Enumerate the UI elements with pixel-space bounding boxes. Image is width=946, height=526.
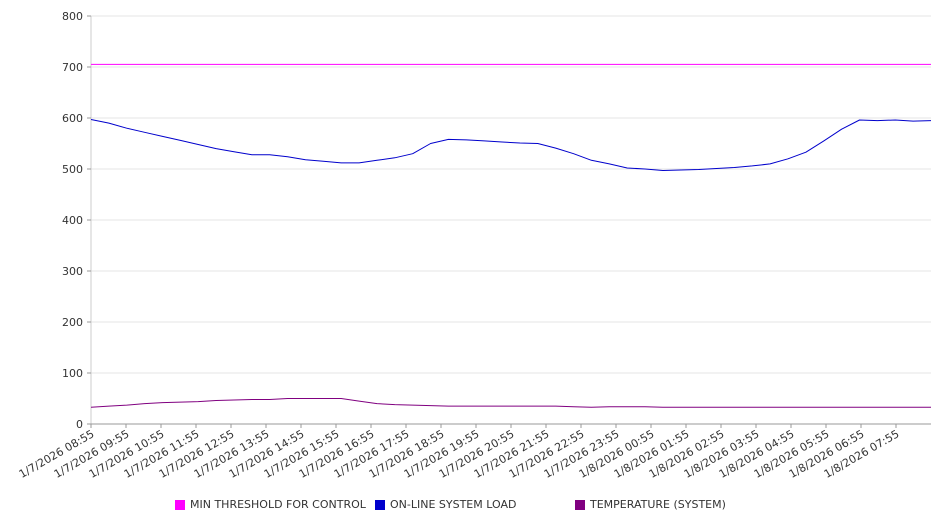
y-tick-label: 100 <box>62 367 83 380</box>
grid-lines <box>91 15 931 374</box>
legend-item-system-load[interactable]: ON-LINE SYSTEM LOAD <box>375 498 516 511</box>
legend-label-system-load: ON-LINE SYSTEM LOAD <box>390 498 517 511</box>
y-tick-label: 400 <box>62 214 83 227</box>
y-tick-label: 0 <box>76 418 83 431</box>
y-tick-label: 800 <box>62 10 83 23</box>
legend-swatch-temperature <box>575 499 585 510</box>
legend: MIN THRESHOLD FOR CONTROL ON-LINE SYSTEM… <box>0 498 946 514</box>
legend-swatch-min-threshold <box>175 499 185 510</box>
legend-label-temperature: TEMPERATURE (SYSTEM) <box>590 498 726 511</box>
y-tick-label: 300 <box>62 265 83 278</box>
legend-swatch-system-load <box>375 499 385 510</box>
line-chart: 0 100 200 300 400 500 600 700 800 1/7/2026 08:55… <box>17 10 932 481</box>
y-tick-label: 600 <box>62 112 83 125</box>
y-axis-ticks: 0 100 200 300 400 500 600 700 800 <box>62 10 91 431</box>
legend-item-temperature[interactable]: TEMPERATURE (SYSTEM) <box>575 498 726 511</box>
y-tick-label: 700 <box>62 61 83 74</box>
series-line-2 <box>90 398 931 408</box>
legend-label-min-threshold: MIN THRESHOLD FOR CONTROL <box>190 498 366 511</box>
series-lines <box>90 63 932 408</box>
legend-item-min-threshold[interactable]: MIN THRESHOLD FOR CONTROL <box>175 498 366 511</box>
y-tick-label: 500 <box>62 163 83 176</box>
y-tick-label: 200 <box>62 316 83 329</box>
x-axis-ticks: 1/7/2026 08:551/7/2026 09:551/7/2026 10:… <box>17 424 902 481</box>
series-line-1 <box>90 119 932 171</box>
